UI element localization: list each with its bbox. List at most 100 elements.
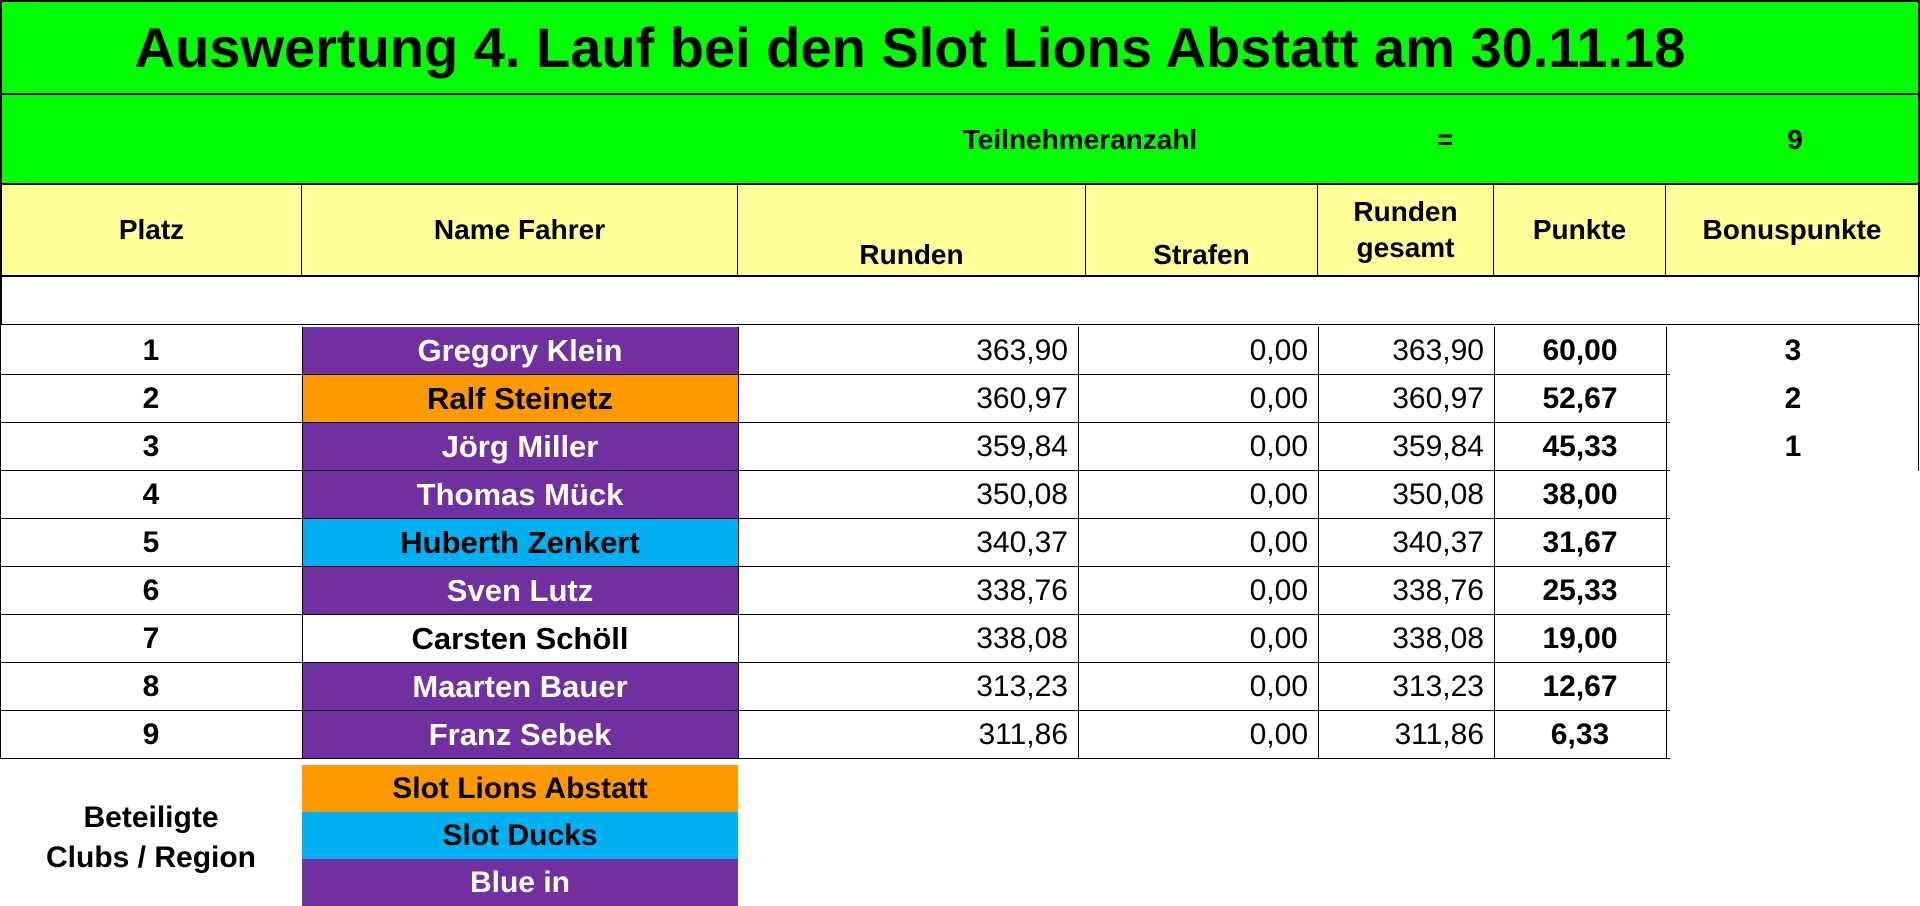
cell-name: Jörg Miller [302,423,738,470]
row-divider [0,662,1670,663]
cell-name: Maarten Bauer [302,663,738,710]
row-divider [0,710,1670,711]
cell-runden-gesamt: 338,76 [1392,574,1484,607]
participants-count: 9 [1787,124,1803,155]
legend-club-item: Slot Ducks [302,812,738,859]
cell-platz: 9 [142,718,160,751]
cell-platz: 3 [142,430,160,463]
row-divider [0,518,1670,519]
legend-club-item: Blue in [302,859,738,906]
cell-name: Thomas Mück [302,471,738,518]
cell-strafen: 0,00 [1249,574,1308,607]
cell-bonuspunkte: 3 [1784,334,1802,367]
column-divider [0,277,1,759]
header-runden: Runden [738,185,1086,277]
cell-runden-gesamt: 360,97 [1392,382,1484,415]
cell-name: Franz Sebek [302,711,738,758]
cell-platz: 5 [142,526,160,559]
cell-runden-gesamt: 313,23 [1392,670,1484,703]
cell-punkte: 45,33 [1542,430,1618,463]
column-divider [1078,327,1079,759]
header-runden-gesamt-line2: gesamt [1356,232,1455,263]
cell-platz: 8 [142,670,160,703]
row-divider [0,422,1670,423]
row-divider [0,758,1670,759]
column-divider [1318,327,1319,759]
cell-bonuspunkte: 1 [1784,430,1802,463]
column-divider [738,327,739,759]
participants-equals: = [1436,124,1454,155]
legend-club-item: Slot Lions Abstatt [302,765,738,812]
header-runden-label: Runden [859,239,964,270]
cell-platz: 6 [142,574,160,607]
column-divider [1494,327,1495,759]
cell-platz: 2 [142,382,160,415]
legend-label-line1: Beteiligte [83,800,219,834]
header-name: Name Fahrer [302,185,738,277]
header-platz-label: Platz [118,214,185,245]
header-bonuspunkte: Bonuspunkte [1666,185,1920,277]
cell-strafen: 0,00 [1249,382,1308,415]
cell-strafen: 0,00 [1249,670,1308,703]
cell-punkte: 60,00 [1542,334,1618,367]
header-strafen-label: Strafen [1153,239,1250,270]
header-runden-gesamt: Runden gesamt [1318,185,1494,277]
cell-bonuspunkte [1666,471,1920,519]
cell-strafen: 0,00 [1249,526,1308,559]
cell-runden: 313,23 [976,670,1068,703]
cell-platz: 1 [142,334,160,367]
cell-bonuspunkte [1666,615,1920,663]
legend-label-line2: Clubs / Region [46,840,256,874]
cell-bonuspunkte [1666,711,1920,759]
cell-platz: 4 [142,478,160,511]
cell-runden: 359,84 [976,430,1068,463]
cell-strafen: 0,00 [1249,430,1308,463]
header-punkte: Punkte [1494,185,1666,277]
title-band [0,0,1920,95]
page-title: Auswertung 4. Lauf bei den Slot Lions Ab… [134,16,1686,79]
cell-strafen: 0,00 [1249,478,1308,511]
cell-runden-gesamt: 338,08 [1392,622,1484,655]
cell-bonuspunkte [1666,519,1920,567]
row-divider [0,470,1670,471]
cell-punkte: 6,33 [1550,718,1610,751]
header-bonuspunkte-label: Bonuspunkte [1702,214,1882,245]
cell-name: Carsten Schöll [302,615,738,662]
participants-band [0,95,1920,185]
header-name-label: Name Fahrer [433,214,606,245]
cell-runden: 338,76 [976,574,1068,607]
header-runden-gesamt-line1: Runden [1353,196,1458,227]
legend-label: Beteiligte Clubs / Region [0,790,302,885]
cell-strafen: 0,00 [1249,622,1308,655]
cell-runden: 363,90 [976,334,1068,367]
cell-runden: 360,97 [976,382,1068,415]
cell-name: Sven Lutz [302,567,738,614]
cell-name: Gregory Klein [302,327,738,374]
header-platz: Platz [0,185,302,277]
column-divider [1666,327,1667,759]
cell-name: Ralf Steinetz [302,375,738,422]
table-right-border [1918,185,1919,471]
cell-runden-gesamt: 340,37 [1392,526,1484,559]
cell-runden-gesamt: 311,86 [1394,718,1484,751]
header-punkte-label: Punkte [1532,214,1627,245]
cell-punkte: 52,67 [1542,382,1618,415]
cell-platz: 7 [142,622,160,655]
cell-runden-gesamt: 359,84 [1392,430,1484,463]
cell-runden: 338,08 [976,622,1068,655]
cell-punkte: 25,33 [1542,574,1618,607]
participants-label: Teilnehmeranzahl [962,124,1198,155]
cell-runden-gesamt: 350,08 [1392,478,1484,511]
spacer-row [0,277,1920,325]
cell-runden-gesamt: 363,90 [1392,334,1484,367]
row-divider [0,614,1670,615]
cell-strafen: 0,00 [1249,718,1308,751]
cell-punkte: 31,67 [1542,526,1618,559]
cell-name: Huberth Zenkert [302,519,738,566]
cell-runden: 350,08 [976,478,1068,511]
cell-bonuspunkte: 2 [1784,382,1802,415]
cell-runden: 311,86 [978,718,1068,751]
cell-strafen: 0,00 [1249,334,1308,367]
column-divider [302,327,303,759]
cell-punkte: 12,67 [1542,670,1618,703]
